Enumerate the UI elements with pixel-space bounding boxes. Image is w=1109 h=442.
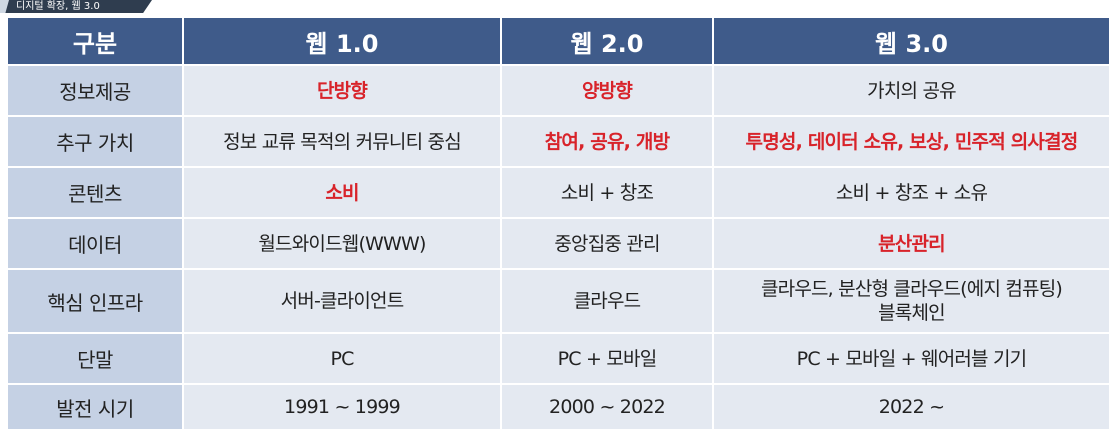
cell-web2: PC + 모바일 (500, 332, 714, 385)
cell-web1: 단방향 (182, 64, 502, 117)
cell-web3: 2022 ~ (712, 383, 1109, 431)
web-evolution-table: 구분 웹 1.0 웹 2.0 웹 3.0 정보제공 단방향 양방향 가치의 공유… (6, 16, 1109, 431)
header-web3: 웹 3.0 (712, 16, 1109, 66)
header-category: 구분 (6, 16, 184, 66)
cell-web2: 양방향 (500, 64, 714, 117)
row-label-infrastructure: 핵심 인프라 (6, 268, 184, 334)
cell-web1: 1991 ~ 1999 (182, 383, 502, 431)
table-row: 콘텐츠 소비 소비 + 창조 소비 + 창조 + 소유 (6, 166, 1109, 219)
cell-web3: 소비 + 창조 + 소유 (712, 166, 1109, 219)
header-web2: 웹 2.0 (500, 16, 714, 66)
cell-web1: PC (182, 332, 502, 385)
row-label-period: 발전 시기 (6, 383, 184, 431)
cell-web1: 월드와이드웹(WWW) (182, 217, 502, 270)
cell-web2: 2000 ~ 2022 (500, 383, 714, 431)
table-row: 정보제공 단방향 양방향 가치의 공유 (6, 64, 1109, 117)
cell-web2: 중앙집중 관리 (500, 217, 714, 270)
table-row: 추구 가치 정보 교류 목적의 커뮤니티 중심 참여, 공유, 개방 투명성, … (6, 115, 1109, 168)
cell-web3-line-2: 블록체인 (878, 302, 946, 324)
table-row: 단말 PC PC + 모바일 PC + 모바일 + 웨어러블 기기 (6, 332, 1109, 385)
row-label-device: 단말 (6, 332, 184, 385)
cell-web3: 분산관리 (712, 217, 1109, 270)
banner-accent-shape (0, 0, 9, 13)
cell-web2: 클라우드 (500, 268, 714, 334)
row-label-information: 정보제공 (6, 64, 184, 117)
cell-web3: PC + 모바일 + 웨어러블 기기 (712, 332, 1109, 385)
header-row: 구분 웹 1.0 웹 2.0 웹 3.0 (6, 16, 1109, 66)
cell-web1: 서버-클라이언트 (182, 268, 502, 334)
header-web1: 웹 1.0 (182, 16, 502, 66)
cell-web3-line-1: 클라우드, 분산형 클라우드(에지 컴퓨팅) (760, 278, 1063, 300)
cell-web3: 가치의 공유 (712, 64, 1109, 117)
row-label-content: 콘텐츠 (6, 166, 184, 219)
row-label-data: 데이터 (6, 217, 184, 270)
row-label-values: 추구 가치 (6, 115, 184, 168)
section-banner-title: 디지털 확장, 웹 3.0 (16, 1, 100, 12)
cell-web3: 클라우드, 분산형 클라우드(에지 컴퓨팅) 블록체인 (712, 268, 1109, 334)
cell-web1: 정보 교류 목적의 커뮤니티 중심 (182, 115, 502, 168)
table-row: 핵심 인프라 서버-클라이언트 클라우드 클라우드, 분산형 클라우드(에지 컴… (6, 268, 1109, 334)
cell-web1: 소비 (182, 166, 502, 219)
cell-web3: 투명성, 데이터 소유, 보상, 민주적 의사결정 (712, 115, 1109, 168)
section-banner: 디지털 확장, 웹 3.0 (4, 0, 152, 13)
table-row: 데이터 월드와이드웹(WWW) 중앙집중 관리 분산관리 (6, 217, 1109, 270)
cell-web2: 소비 + 창조 (500, 166, 714, 219)
table-row: 발전 시기 1991 ~ 1999 2000 ~ 2022 2022 ~ (6, 383, 1109, 431)
cell-web2: 참여, 공유, 개방 (500, 115, 714, 168)
